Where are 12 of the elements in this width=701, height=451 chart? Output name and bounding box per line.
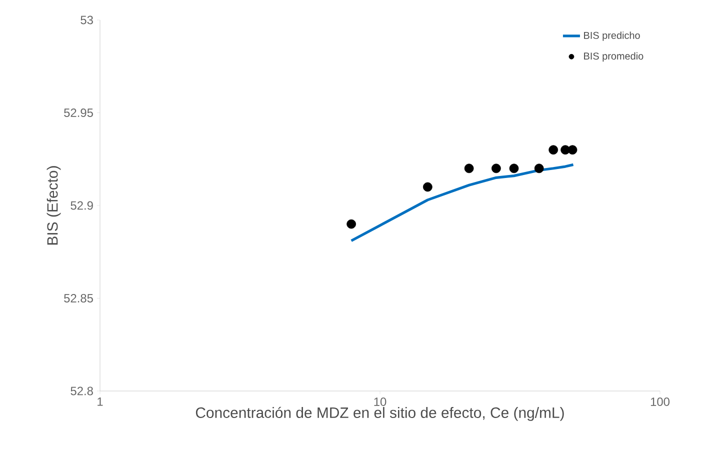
legend-label: BIS promedio	[584, 52, 644, 62]
y-axis-title: BIS (Efecto)	[46, 166, 61, 245]
y-tick-label: 52.9	[70, 201, 93, 210]
legend-label: BIS predicho	[584, 32, 640, 41]
x-tick-label: 10	[374, 398, 386, 406]
y-tick-label: 53	[80, 16, 93, 24]
x-axis-title: Concentración de MDZ en el sitio de efecto, Ce (ng/mL)	[196, 406, 564, 421]
y-tick-label: 52.8	[70, 386, 93, 396]
y-tick-label: 52.95	[64, 108, 93, 117]
x-tick-label: 1	[98, 398, 103, 406]
y-tick-label: 52.85	[64, 294, 93, 302]
x-tick-label: 100	[650, 398, 670, 406]
